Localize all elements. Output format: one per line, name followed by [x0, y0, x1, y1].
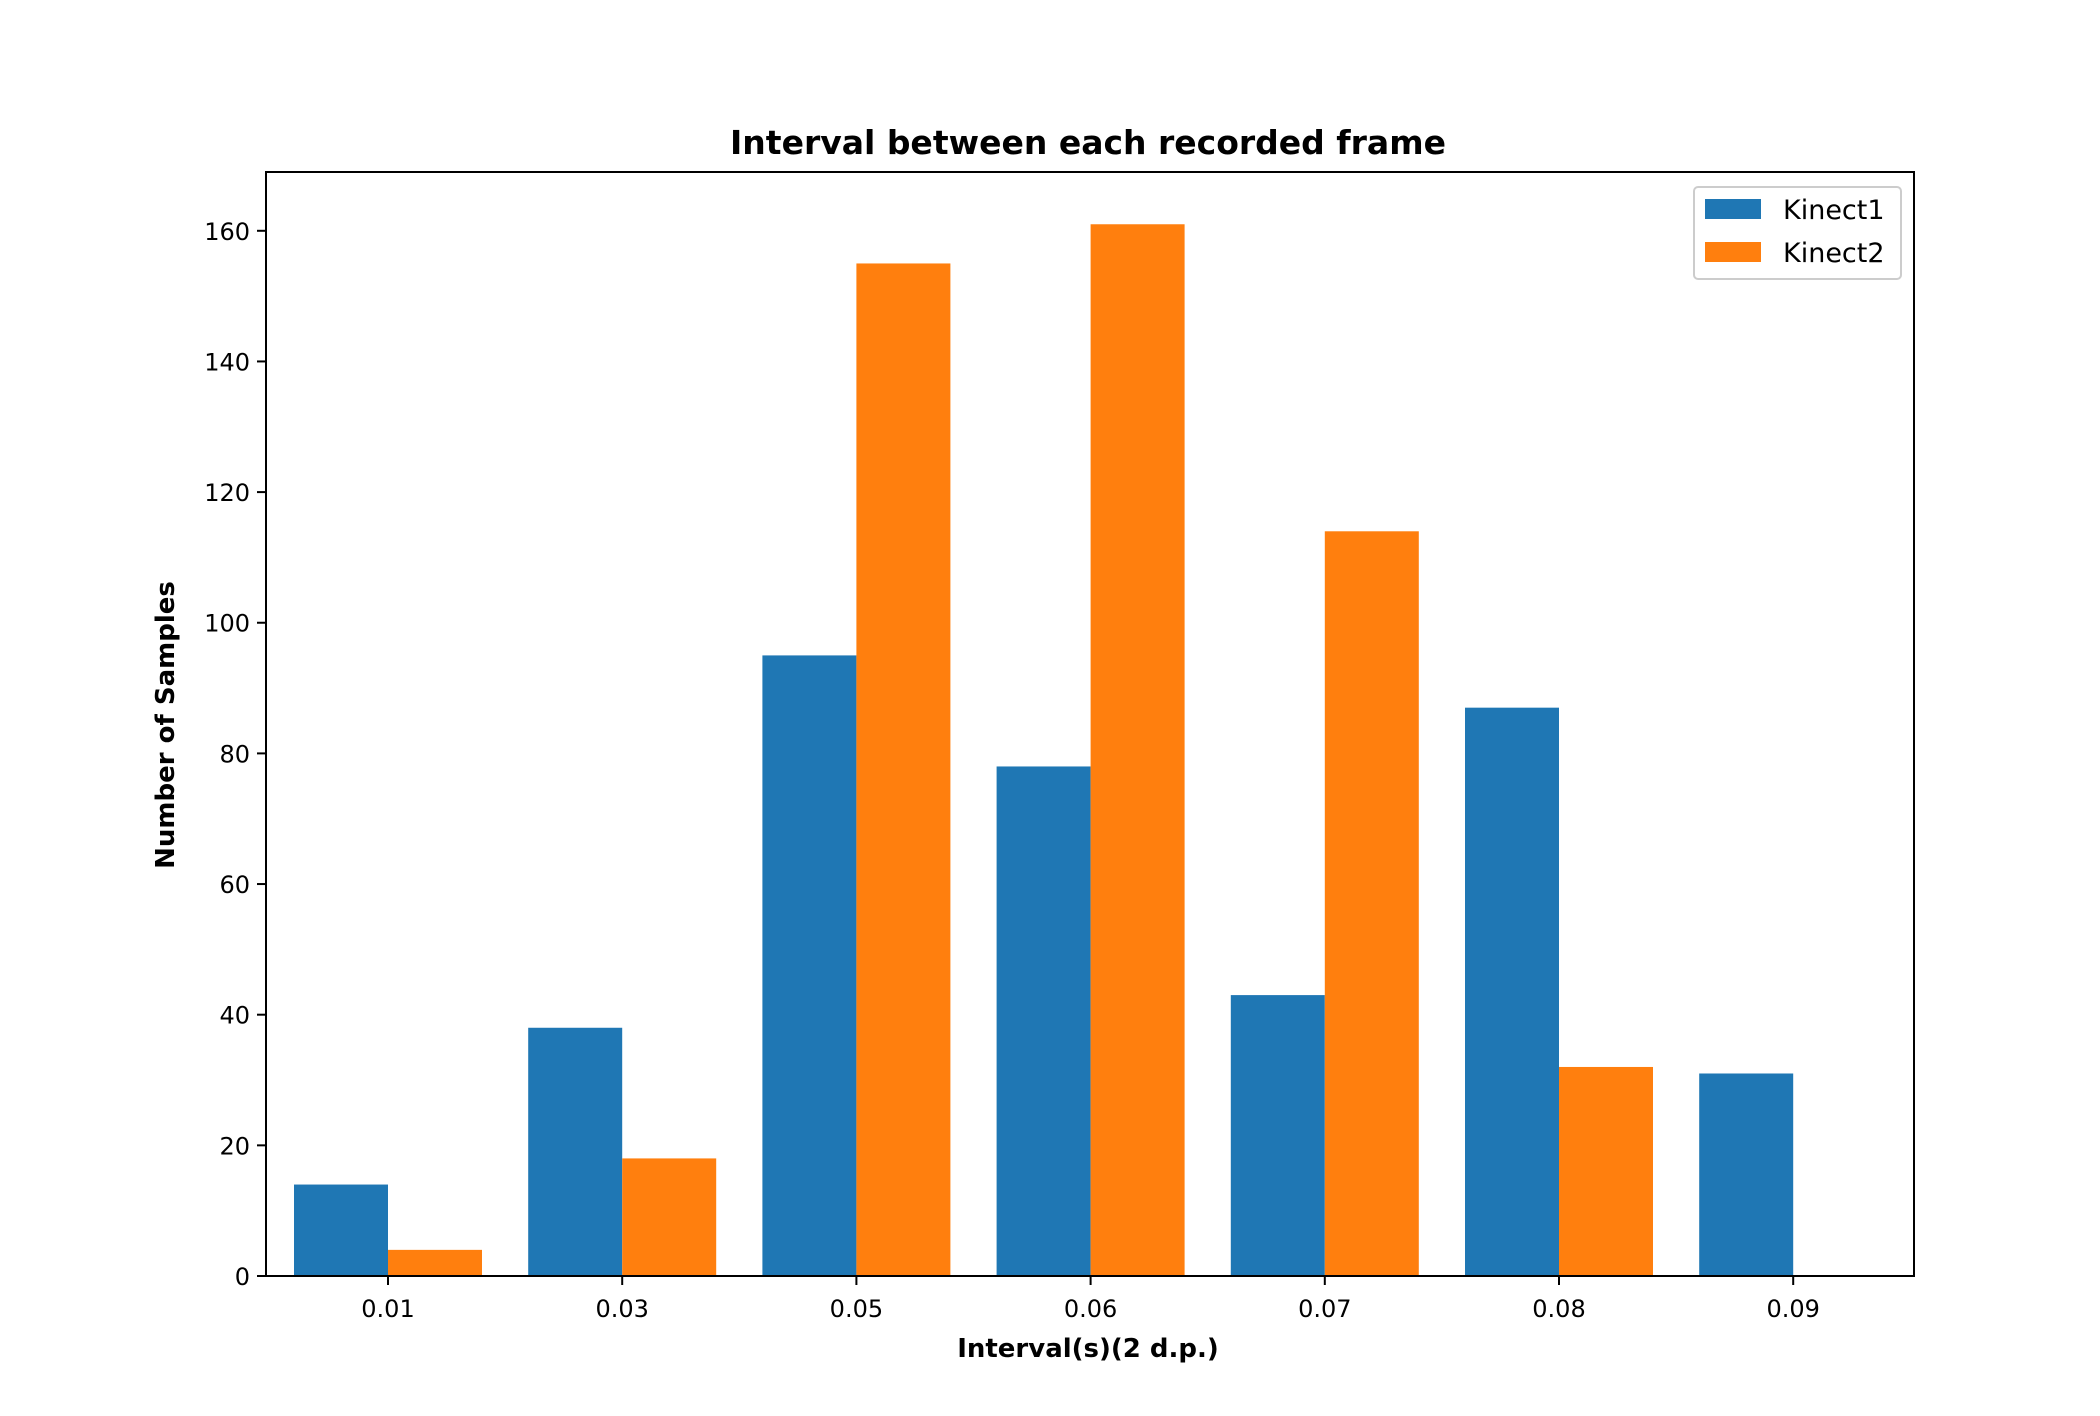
x-tick-label: 0.09	[1766, 1295, 1819, 1323]
y-tick-label: 20	[219, 1132, 250, 1160]
legend: Kinect1 Kinect2	[1693, 186, 1902, 280]
bar-kinect2-0.01	[388, 1249, 482, 1276]
x-tick-label: 0.01	[361, 1295, 414, 1323]
y-tick-label: 60	[219, 871, 250, 899]
bar-kinect1-0.08	[1465, 707, 1559, 1276]
x-axis-label: Interval(s)(2 d.p.)	[957, 1334, 1219, 1364]
x-tick-label: 0.07	[1298, 1295, 1351, 1323]
bar-kinect2-0.07	[1324, 531, 1419, 1276]
bar-kinect1-0.07	[1230, 995, 1325, 1276]
bar-kinect2-0.05	[856, 263, 951, 1276]
x-tick-label: 0.05	[830, 1295, 883, 1323]
legend-label-kinect2: Kinect2	[1783, 238, 1885, 269]
chart-title: Interval between each recorded frame	[730, 123, 1446, 162]
y-tick-label: 160	[204, 218, 250, 246]
y-tick-label: 120	[204, 479, 250, 507]
plot-area: 0 20 40 60 80 100 120 140 160 0.01 0.03 0.05 0.06 0.0…	[204, 171, 1915, 1323]
bar-kinect2-0.06	[1090, 224, 1185, 1276]
x-tick-label: 0.08	[1532, 1295, 1585, 1323]
y-tick-label: 0	[235, 1263, 250, 1291]
legend-label-kinect1: Kinect1	[1783, 195, 1885, 226]
bar-kinect1-0.01	[294, 1184, 388, 1276]
x-tick-label: 0.06	[1064, 1295, 1117, 1323]
bar-kinect1-0.09	[1699, 1073, 1794, 1276]
y-tick-label: 140	[204, 348, 250, 376]
bar-kinect2-0.08	[1559, 1066, 1653, 1276]
bar-kinect1-0.05	[762, 655, 857, 1276]
y-tick-label: 80	[219, 740, 250, 768]
bar-kinect1-0.06	[996, 766, 1091, 1276]
y-tick-label: 100	[204, 610, 250, 638]
x-tick-label: 0.03	[595, 1295, 648, 1323]
legend-swatch-kinect2	[1705, 242, 1761, 262]
y-axis-label: Number of Samples	[151, 581, 181, 869]
legend-swatch-kinect1	[1705, 199, 1761, 219]
bar-kinect1-0.03	[528, 1027, 623, 1276]
bar-kinect2-0.03	[622, 1158, 717, 1276]
y-tick-label: 40	[219, 1002, 250, 1030]
